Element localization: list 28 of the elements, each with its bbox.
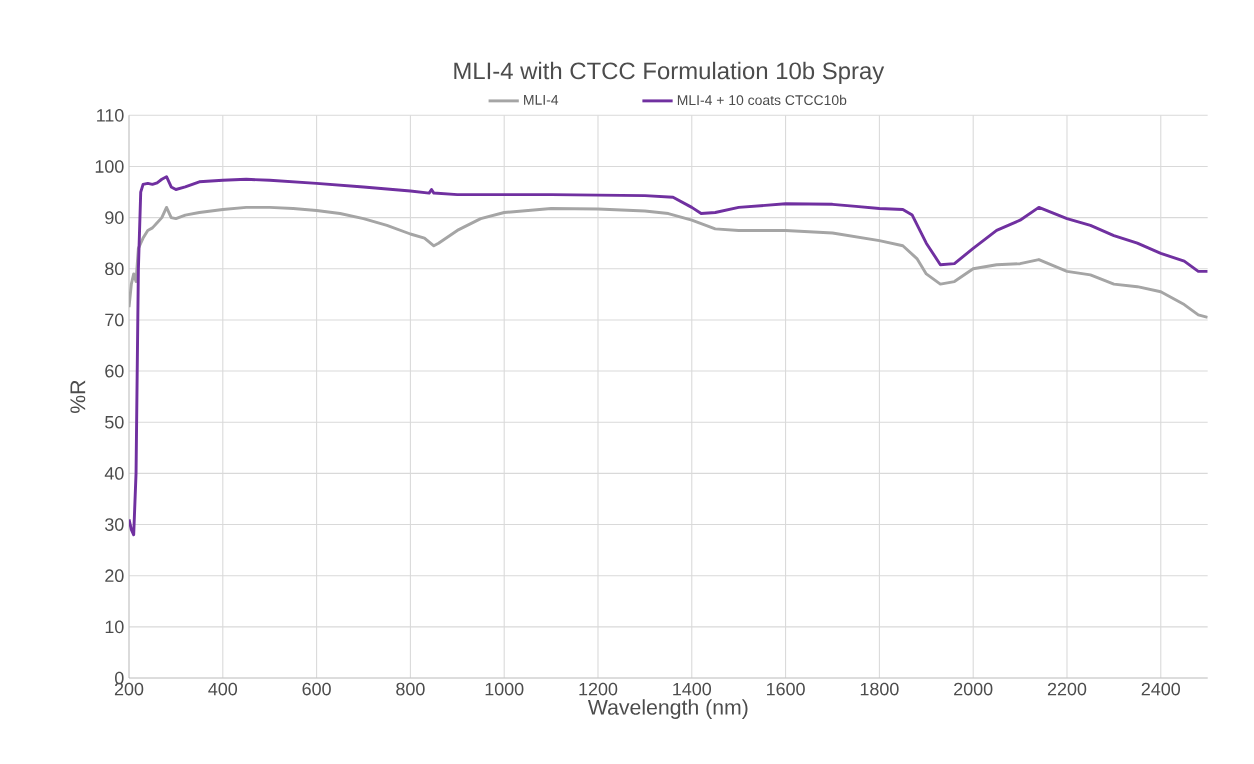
- y-tick-label: 20: [105, 569, 124, 583]
- x-tick-label: 1800: [860, 682, 899, 696]
- x-tick-label: 600: [302, 682, 331, 696]
- line-series: [129, 205, 1208, 319]
- y-tick-label: 70: [105, 313, 124, 327]
- x-tick-label: 2200: [1047, 682, 1087, 696]
- x-tick-label: 2400: [1141, 682, 1181, 696]
- y-tick-label: 80: [105, 262, 124, 276]
- y-tick-label: 60: [105, 364, 124, 378]
- x-axis-title: Wavelength (nm): [587, 699, 748, 720]
- x-tick-label: 1000: [485, 682, 524, 696]
- y-axis-title: %R: [70, 380, 86, 414]
- legend-label: MLI-4 + 10 coats CTCC10b: [677, 94, 847, 106]
- y-tick-label: 100: [95, 160, 124, 173]
- x-tick-label: 1200: [579, 682, 618, 696]
- y-tick-label: 10: [105, 620, 124, 634]
- legend-label: MLI-4: [524, 95, 559, 105]
- y-tick-label: 40: [104, 467, 124, 480]
- y-tick-label: 50: [105, 415, 124, 429]
- x-tick-label: 800: [396, 682, 425, 696]
- x-tick-label: 2000: [954, 682, 993, 696]
- x-tick-label: 400: [208, 682, 238, 696]
- y-tick-label: 90: [105, 211, 124, 224]
- x-tick-label: 1400: [673, 682, 712, 696]
- chart-title: MLI-4 with CTCC Formulation 10b Spray: [454, 61, 885, 85]
- y-tick-label: 110: [97, 108, 124, 122]
- y-tick-label: 30: [105, 518, 124, 531]
- x-tick-label: 1600: [767, 682, 805, 696]
